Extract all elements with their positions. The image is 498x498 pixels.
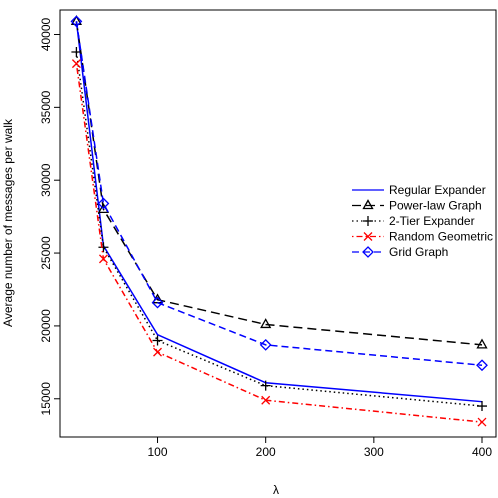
x-tick-label: 400: [472, 445, 492, 459]
data-point: [151, 296, 164, 309]
legend-entry: Regular Expander: [352, 183, 486, 197]
data-point: [261, 395, 271, 405]
x-axis-label: λ: [273, 483, 279, 497]
legend-label: 2-Tier Expander: [389, 214, 475, 228]
legend-marker: [362, 246, 374, 258]
y-tick-label: 30000: [39, 163, 53, 197]
series-line: [75, 21, 483, 367]
y-axis-label: Average number of messages per walk: [1, 118, 15, 327]
y-tick-label: 20000: [39, 309, 53, 343]
data-point: [476, 359, 488, 372]
legend-marker: [363, 216, 373, 226]
data-point: [259, 338, 272, 351]
legend-entry: Power-law Graph: [352, 199, 482, 213]
x-tick-label: 200: [256, 445, 276, 459]
legend-marker: [362, 199, 374, 210]
data-point: [70, 15, 83, 28]
data-point: [71, 59, 81, 69]
data-point: [71, 46, 82, 57]
series-layer: [70, 15, 488, 427]
y-tick-label: 25000: [39, 236, 53, 270]
series-3: [71, 59, 487, 427]
data-point: [98, 242, 109, 253]
legend-marker: [363, 232, 373, 241]
data-point: [260, 380, 271, 391]
series-line: [75, 21, 483, 403]
legend-label: Regular Expander: [389, 183, 486, 197]
data-point: [98, 254, 108, 264]
data-point: [260, 318, 272, 329]
plot-frame: [59, 9, 497, 438]
series-line: [75, 51, 483, 407]
x-tick-label: 100: [148, 445, 168, 459]
y-tick-label: 15000: [39, 382, 53, 416]
legend-entry: 2-Tier Expander: [352, 214, 475, 228]
legend-entry: Random Geometric: [352, 230, 493, 244]
series-4: [70, 15, 488, 372]
x-tick-label: 300: [364, 445, 384, 459]
y-tick-label: 35000: [39, 90, 53, 124]
series-2: [71, 46, 487, 412]
legend-label: Power-law Graph: [389, 199, 482, 213]
series-0: [75, 21, 483, 403]
data-point: [153, 347, 162, 357]
data-point: [152, 335, 163, 346]
legend-entry: Grid Graph: [352, 245, 448, 259]
data-point: [477, 401, 487, 412]
y-axis: 15000 20000 25000 30000 35000 40000: [39, 17, 60, 415]
data-point: [476, 338, 488, 349]
y-tick-label: 40000: [39, 17, 53, 51]
data-point: [97, 197, 110, 210]
legend-label: Grid Graph: [389, 245, 448, 259]
legend-label: Random Geometric: [389, 230, 493, 244]
data-point: [477, 417, 487, 427]
legend-box: [344, 178, 494, 266]
x-axis: 100 200 300 400: [148, 437, 492, 459]
